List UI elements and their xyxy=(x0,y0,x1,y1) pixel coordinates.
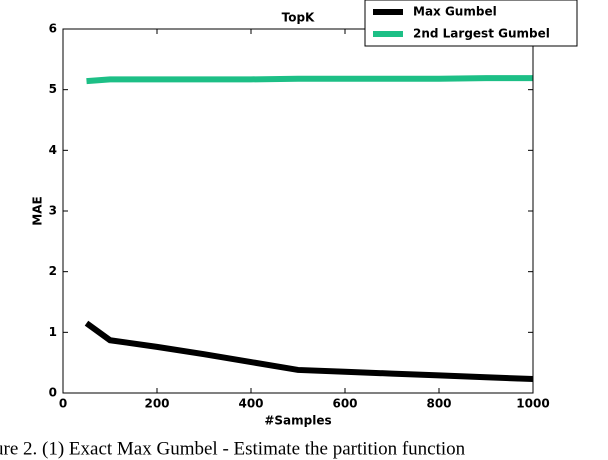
series-line xyxy=(86,75,533,85)
plot-frame xyxy=(62,28,534,394)
x-tick-label: 600 xyxy=(332,397,357,411)
legend-label: Max Gumbel xyxy=(413,5,497,19)
y-tick-label: 1 xyxy=(49,325,57,339)
x-tick-label: 1000 xyxy=(516,397,549,411)
x-tick-label: 400 xyxy=(238,397,263,411)
x-tick-label: 800 xyxy=(426,397,451,411)
legend-label: 2nd Largest Gumbel xyxy=(413,27,550,41)
y-tick-label: 5 xyxy=(49,82,57,96)
y-tick-label: 6 xyxy=(49,22,57,36)
caption: ure 2. (1) Exact Max Gumbel - Estimate t… xyxy=(0,438,466,459)
chart-title: TopK xyxy=(282,11,315,25)
x-tick-label: 0 xyxy=(59,397,67,411)
x-axis-label: #Samples xyxy=(264,414,331,428)
series-line xyxy=(84,320,534,383)
y-tick-label: 2 xyxy=(49,264,57,278)
y-tick-label: 4 xyxy=(49,143,57,157)
y-tick-label: 3 xyxy=(49,204,57,218)
legend-box xyxy=(364,0,578,47)
x-tick-label: 200 xyxy=(144,397,169,411)
y-tick-label: 0 xyxy=(49,386,57,400)
y-axis-label: MAE xyxy=(31,196,45,225)
